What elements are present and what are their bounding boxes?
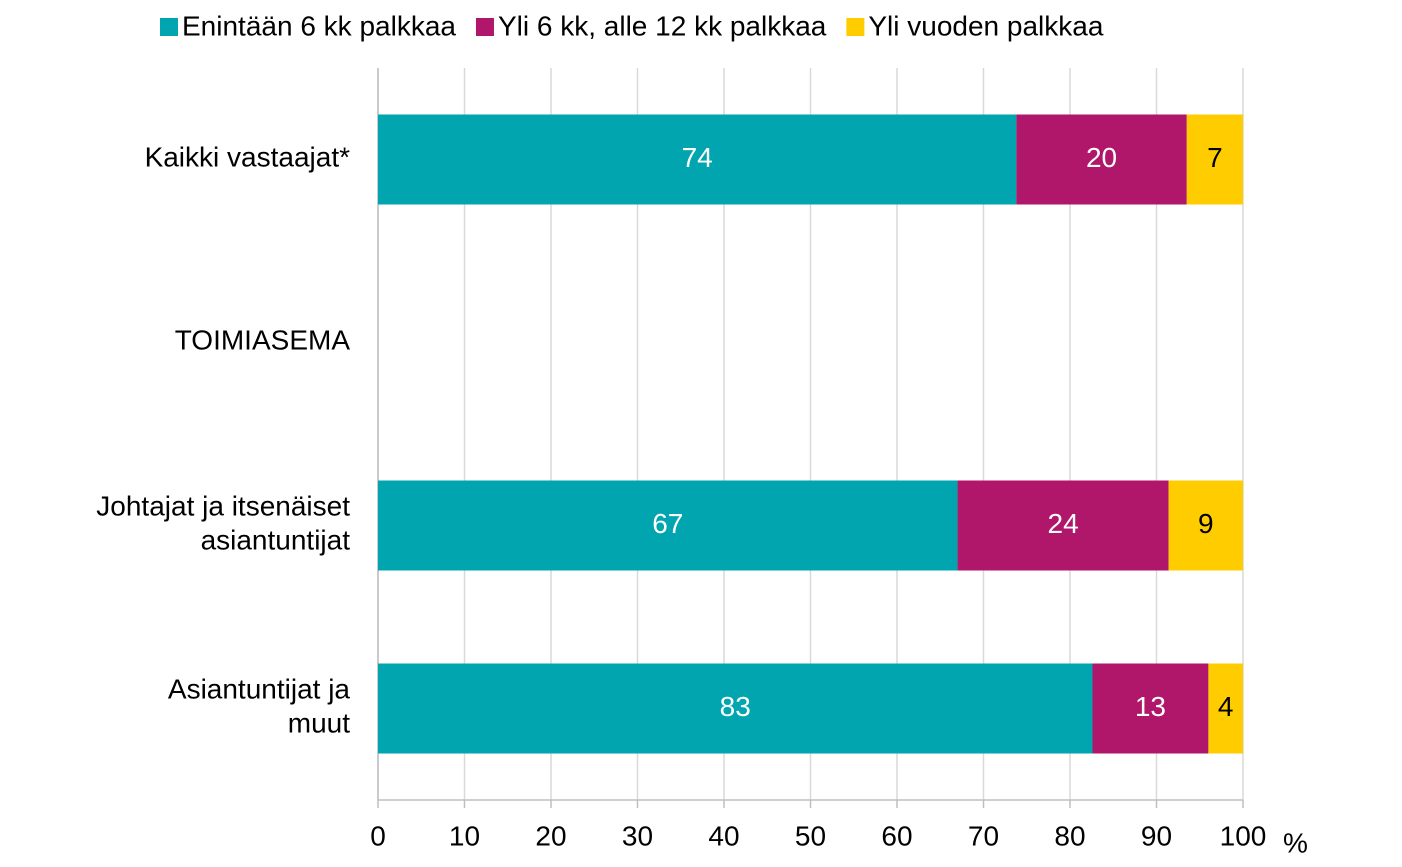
legend-label: Enintään 6 kk palkkaa [182, 10, 456, 41]
data-label: 67 [652, 508, 683, 539]
x-tick-label: 100 [1220, 820, 1267, 851]
x-tick-label: 10 [449, 820, 480, 851]
data-label: 24 [1048, 508, 1079, 539]
x-tick-label: 0 [370, 820, 386, 851]
bar-segment [378, 663, 1093, 754]
x-tick-label: 90 [1141, 820, 1172, 851]
data-label: 13 [1135, 691, 1166, 722]
x-tick-label: 40 [708, 820, 739, 851]
x-tick-label: 80 [1054, 820, 1085, 851]
y-tick-label: Asiantuntijat ja muut [168, 674, 351, 739]
x-axis-label: % [1283, 827, 1308, 858]
bar-segment [1168, 480, 1243, 571]
data-label: 74 [682, 142, 713, 173]
data-label: 4 [1218, 691, 1234, 722]
bar-segment [1208, 663, 1243, 754]
bar-segment [957, 480, 1169, 571]
data-label: 7 [1207, 142, 1223, 173]
y-tick-label: Kaikki vastaajat* [145, 142, 351, 173]
legend-swatch [160, 18, 178, 36]
x-tick-label: 50 [795, 820, 826, 851]
y-tick-label: Johtajat ja itsenäiset asiantuntijat [96, 491, 350, 556]
bar-segment [378, 114, 1017, 205]
x-tick-label: 60 [881, 820, 912, 851]
x-tick-label: 70 [968, 820, 999, 851]
data-label: 83 [720, 691, 751, 722]
x-tick-label: 20 [535, 820, 566, 851]
legend-label: Yli 6 kk, alle 12 kk palkkaa [498, 10, 827, 41]
legend-swatch [475, 18, 494, 36]
y-tick-label: TOIMIASEMA [175, 325, 351, 356]
bar-segment [1186, 114, 1243, 205]
x-tick-label: 30 [622, 820, 653, 851]
bar-segment [1016, 114, 1187, 205]
legend-swatch [846, 18, 865, 36]
bar-segment [378, 480, 958, 571]
data-label: 9 [1198, 508, 1214, 539]
bar-segment [1092, 663, 1209, 754]
data-label: 20 [1086, 142, 1117, 173]
legend-label: Yli vuoden palkkaa [868, 10, 1103, 41]
